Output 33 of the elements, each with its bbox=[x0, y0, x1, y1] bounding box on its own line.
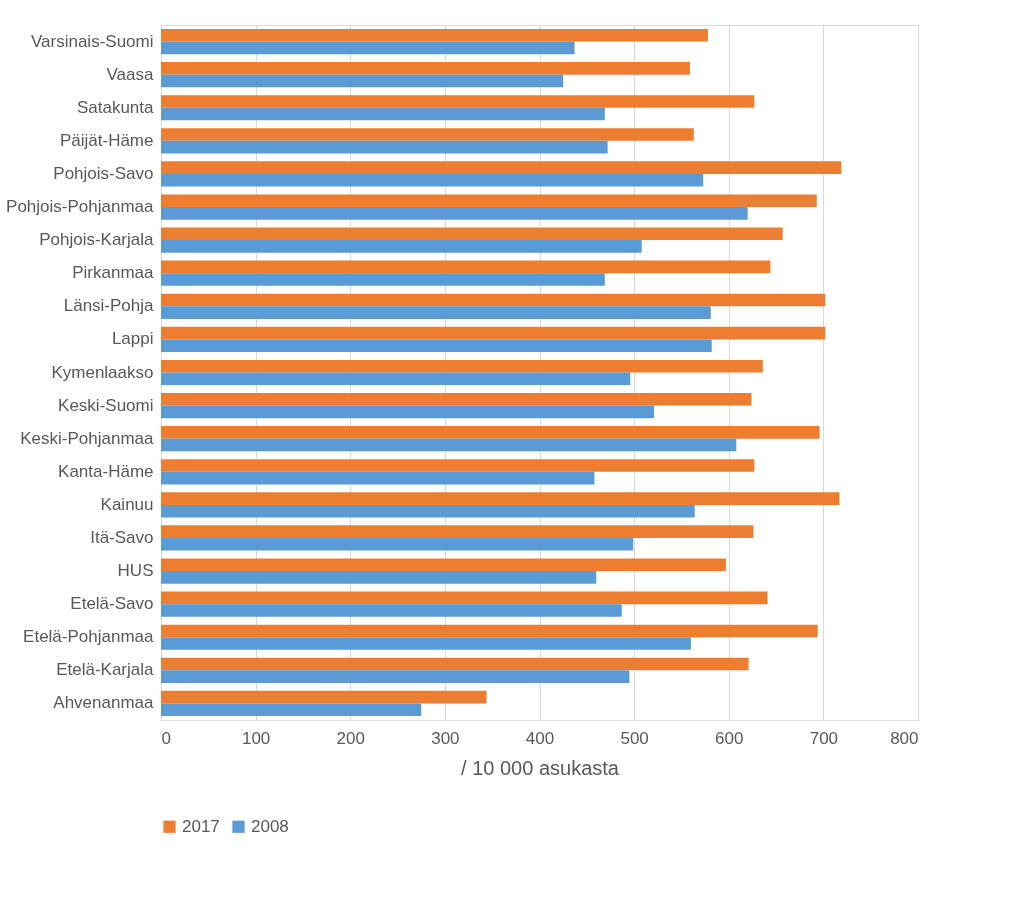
x-tick-label: 400 bbox=[525, 728, 555, 748]
y-tick-label: Lappi bbox=[111, 329, 154, 349]
x-tick-label: 700 bbox=[809, 728, 839, 748]
y-tick-label: Etelä-Savo bbox=[70, 594, 154, 614]
y-tick-label: Etelä-Pohjanmaa bbox=[23, 627, 155, 647]
y-tick-label: Päijät-Häme bbox=[59, 130, 154, 150]
y-tick-label: Kanta-Häme bbox=[58, 461, 154, 481]
y-tick-label: Pohjois-Pohjanmaa bbox=[6, 197, 155, 217]
y-tick-label: Länsi-Pohja bbox=[63, 296, 155, 316]
legend-label: 2017 bbox=[182, 816, 220, 836]
y-tick-label: Pirkanmaa bbox=[72, 263, 155, 283]
x-tick-label: 600 bbox=[715, 728, 744, 748]
y-tick-label: Pohjois-Karjala bbox=[39, 230, 155, 250]
y-tick-label: Ahvenanmaa bbox=[53, 693, 155, 713]
x-tick-label: 500 bbox=[620, 728, 649, 748]
legend-label: 2008 bbox=[251, 816, 289, 836]
y-tick-label: Vaasa bbox=[106, 64, 155, 84]
x-axis-title: / 10 000 asukasta bbox=[461, 756, 620, 779]
y-tick-label: Etelä-Karjala bbox=[56, 660, 155, 680]
x-tick-label: 200 bbox=[336, 728, 365, 748]
y-tick-label: Varsinais-Suomi bbox=[30, 31, 154, 51]
y-tick-label: Itä-Savo bbox=[90, 527, 154, 547]
x-tick-label: 300 bbox=[431, 728, 460, 748]
y-tick-label: Keski-Pohjanmaa bbox=[20, 428, 155, 448]
y-tick-label: HUS bbox=[117, 561, 154, 581]
y-tick-label: Kainuu bbox=[100, 494, 154, 514]
y-tick-label: Kymenlaakso bbox=[51, 362, 154, 382]
x-tick-label: 800 bbox=[890, 728, 919, 748]
y-tick-label: Pohjois-Savo bbox=[53, 163, 154, 183]
y-tick-label: Keski-Suomi bbox=[58, 395, 154, 415]
y-tick-label: Satakunta bbox=[76, 97, 155, 117]
x-tick-label: 100 bbox=[241, 728, 271, 748]
x-tick-label: 0 bbox=[161, 728, 171, 748]
